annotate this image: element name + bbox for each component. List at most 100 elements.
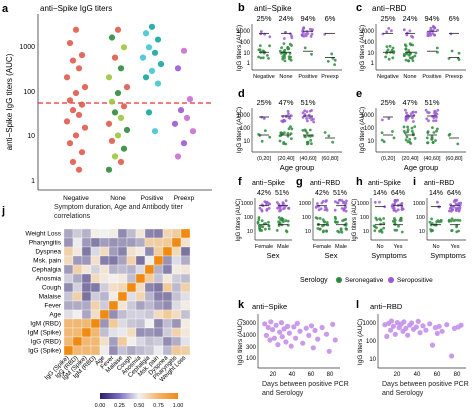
h-panel-point bbox=[394, 199, 398, 203]
e-panel-point bbox=[430, 138, 434, 141]
e-panel-point bbox=[430, 135, 434, 139]
f-panel-point bbox=[286, 223, 290, 227]
i-panel-point bbox=[447, 220, 451, 223]
g-panel-point bbox=[342, 209, 346, 212]
panel-c-xtick: Positive bbox=[422, 74, 441, 80]
b-panel-point bbox=[300, 33, 304, 37]
heatmap-cell bbox=[90, 273, 101, 284]
i-panel-point bbox=[454, 207, 458, 210]
i-panel-point bbox=[450, 205, 453, 209]
heatmap-cell bbox=[180, 237, 191, 248]
heatmap-cell bbox=[162, 345, 173, 356]
b-panel-point bbox=[289, 32, 292, 36]
l-scatter-point bbox=[420, 323, 426, 329]
c-panel-point bbox=[429, 28, 432, 32]
panel-i-ytick: 100 bbox=[416, 215, 425, 221]
k-scatter-point bbox=[278, 320, 284, 326]
heatmap-cell bbox=[117, 327, 128, 338]
l-scatter-point bbox=[409, 320, 415, 326]
d-panel-point bbox=[283, 119, 287, 123]
heatmap-cell bbox=[63, 336, 74, 347]
legend-label-seropositive: Seropositive bbox=[397, 277, 433, 284]
heatmap-cell bbox=[117, 273, 128, 284]
h-panel-point bbox=[396, 208, 400, 212]
heatmap-cell bbox=[81, 228, 92, 239]
g-panel-point bbox=[334, 217, 337, 221]
e-panel-point bbox=[434, 119, 438, 122]
i-panel-point bbox=[448, 209, 451, 213]
panel-a-point bbox=[123, 126, 131, 134]
e-panel-point bbox=[408, 138, 412, 141]
heatmap-cell bbox=[180, 264, 191, 275]
g-panel-point bbox=[321, 230, 325, 234]
panel-k-ytick: 1000 bbox=[243, 333, 257, 339]
panel-e-xtick: (60,80] bbox=[445, 156, 463, 162]
b-panel-point bbox=[257, 55, 260, 59]
panel-h-xtick: Yes bbox=[394, 244, 403, 250]
panel-i-pct: 64% bbox=[447, 190, 461, 197]
panel-g-xtick: Male bbox=[335, 244, 347, 250]
g-panel-point bbox=[336, 201, 339, 205]
heatmap-cell bbox=[81, 246, 92, 257]
legend-title: Serology bbox=[300, 277, 328, 284]
b-panel-point bbox=[260, 30, 263, 33]
heatmap-cell bbox=[99, 237, 110, 248]
panel-a-plot-area bbox=[38, 14, 212, 190]
panel-label-k: k bbox=[238, 299, 245, 311]
panel-a-point bbox=[120, 103, 128, 110]
heatmap-cell bbox=[162, 327, 173, 338]
d-panel-point bbox=[286, 134, 290, 138]
e-panel-point bbox=[382, 140, 386, 144]
panel-a-point bbox=[114, 89, 122, 97]
b-panel-point bbox=[283, 56, 287, 59]
panel-d-points bbox=[257, 109, 335, 146]
panel-b-ytick: 1000 bbox=[237, 29, 251, 35]
l-scatter-point bbox=[392, 331, 398, 337]
heatmap-cell bbox=[126, 291, 137, 302]
panel-l-ytick: 100 bbox=[366, 339, 377, 345]
heatmap-row-label: Weight Loss bbox=[25, 231, 61, 238]
heatmap-cell bbox=[153, 255, 164, 266]
panel-f-ylabel: IgG titers (AUC) bbox=[236, 199, 242, 242]
panel-d-pct: 47% bbox=[278, 98, 293, 107]
panel-a-point bbox=[69, 107, 77, 114]
heatmap-cell bbox=[180, 327, 191, 338]
panel-a-point bbox=[63, 118, 71, 125]
panel-i-pct: 14% bbox=[429, 190, 443, 197]
d-panel-point bbox=[289, 132, 293, 136]
c-panel-point bbox=[426, 31, 430, 35]
d-panel-point bbox=[280, 131, 284, 135]
heatmap-cell bbox=[153, 309, 164, 320]
panel-b-pct: 6% bbox=[325, 14, 336, 23]
h-panel-point bbox=[400, 230, 404, 234]
panel-a-point bbox=[108, 98, 116, 105]
heatmap-cell bbox=[63, 309, 74, 320]
panel-a-xtick: Negative bbox=[63, 195, 89, 202]
heatmap-cell bbox=[171, 291, 182, 302]
panel-h-ytick: 100 bbox=[360, 215, 369, 221]
b-panel-point bbox=[309, 35, 313, 38]
i-panel-point bbox=[454, 209, 458, 213]
heatmap-cell bbox=[72, 345, 83, 356]
heatmap-cell bbox=[153, 273, 164, 284]
e-panel-point bbox=[432, 131, 436, 134]
colorbar-label: τ bbox=[62, 371, 65, 378]
k-scatter-point bbox=[312, 327, 318, 333]
b-panel-point bbox=[330, 52, 334, 56]
heatmap-row-label: Fever bbox=[44, 303, 61, 310]
c-panel-point bbox=[428, 31, 432, 35]
heatmap-cell bbox=[99, 264, 110, 275]
panel-j-title: Symptom duration, Age and Antibody titer… bbox=[54, 204, 183, 220]
heatmap-cell bbox=[126, 228, 137, 239]
heatmap-cell bbox=[180, 291, 191, 302]
e-panel-point bbox=[412, 120, 415, 123]
c-panel-point bbox=[403, 43, 407, 47]
c-panel-point bbox=[413, 54, 417, 58]
f-panel-point bbox=[284, 199, 288, 203]
f-panel-point bbox=[275, 229, 279, 232]
panel-a-point bbox=[180, 140, 188, 147]
d-panel-point bbox=[286, 132, 290, 135]
panel-i-title: anti−RBD bbox=[424, 180, 454, 187]
panel-a-point bbox=[145, 109, 153, 116]
panel-c-points bbox=[381, 25, 461, 63]
